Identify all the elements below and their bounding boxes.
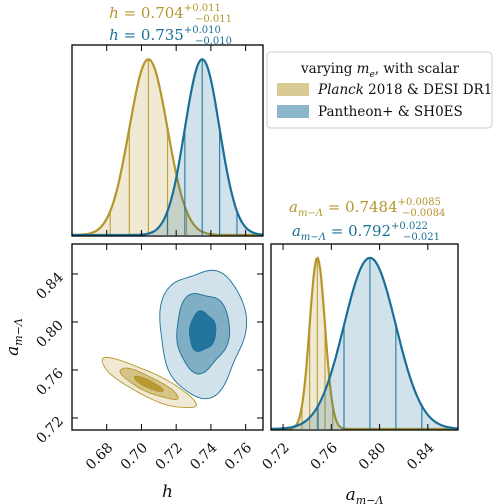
h-axis-tick-label: 0.74 bbox=[187, 440, 220, 473]
a-axis-label-sub: m−Λ bbox=[12, 318, 25, 346]
panel-2d-contours: 0.68 0.70 0.72 0.74 0.760.720.760.800.84ham−… bbox=[3, 243, 264, 502]
annotation-h-pantheon-var: h bbox=[109, 26, 119, 44]
annotation-a-planck-sub: m−Λ bbox=[298, 208, 323, 219]
legend-title-post: , with scalar bbox=[375, 61, 460, 77]
annotation-h-planck-value: = 0.704 bbox=[119, 4, 184, 22]
legend-title: varying me, with scalar bbox=[300, 61, 460, 80]
annotation-h-pantheon-minus: −0.010 bbox=[195, 36, 232, 47]
panel-a-marginal: 0.72 0.76 0.80 0.84 am−Λ bbox=[259, 243, 459, 504]
a-bottom-tick-label: 0.80 bbox=[356, 440, 389, 473]
a-axis-tick-label: 0.72 bbox=[33, 414, 66, 447]
legend-entry-pre: Planck bbox=[317, 82, 364, 98]
panel-h-frame bbox=[71, 44, 264, 237]
annotation-a-pantheon-minus: −0.021 bbox=[403, 232, 440, 243]
h-pantheon-curve bbox=[72, 58, 264, 237]
annotation-a-pantheon-plus: +0.022 bbox=[391, 221, 428, 232]
annotation-h-planck: h = 0.704+0.011 bbox=[109, 3, 221, 22]
h-planck-curve bbox=[72, 58, 263, 237]
annotation-h-pantheon-value: = 0.735 bbox=[119, 26, 184, 44]
a-axis-tick-label: 0.84 bbox=[33, 269, 66, 302]
h-axis-tick-label: 0.76 bbox=[222, 440, 255, 473]
a-bottom-tick-label: 0.72 bbox=[259, 440, 292, 473]
legend-title-sub: e bbox=[369, 70, 374, 80]
a-planck-curve bbox=[271, 256, 458, 431]
annotation-h-pantheon: h = 0.735+0.010 bbox=[109, 25, 221, 44]
h-axis-label: h bbox=[162, 482, 173, 502]
a-axis-tick-label: 0.76 bbox=[33, 365, 66, 398]
a-pantheon-fill bbox=[271, 257, 458, 429]
annotation-a-pantheon-var: a bbox=[292, 222, 301, 240]
legend: varying me, with scalar Planck 2018 & DES… bbox=[266, 51, 493, 129]
annotation-a-planck-minus: −0.0084 bbox=[402, 208, 445, 219]
pantheon-contour-3sigma bbox=[188, 310, 217, 352]
annotation-h-planck-var: h bbox=[109, 4, 119, 22]
a-axis-label: am−Λ bbox=[3, 318, 25, 356]
a-bottom-tick-label: 0.76 bbox=[308, 440, 341, 473]
panel-2d-frame bbox=[71, 243, 264, 431]
annotation-a-planck: am−Λ = 0.7484+0.0085 bbox=[289, 197, 441, 219]
panel-a-frame bbox=[270, 243, 459, 431]
annotation-a-pantheon-value: = 0.792 bbox=[326, 222, 391, 240]
legend-entry-label: Pantheon+ & SH0ES bbox=[318, 104, 463, 120]
legend-entry-post: 2018 & DESI DR1 bbox=[364, 82, 492, 98]
legend-swatch bbox=[277, 83, 309, 96]
annotation-a-planck-var: a bbox=[289, 198, 298, 216]
annotation-h-pantheon-plus: +0.010 bbox=[184, 25, 221, 36]
a-axis-tick-label: 0.80 bbox=[33, 318, 66, 351]
legend-entry-pre: Pantheon+ & SH0ES bbox=[318, 104, 463, 120]
panel-h-marginal bbox=[71, 44, 264, 237]
annotation-a-planck-value: = 0.7484 bbox=[323, 198, 398, 216]
annotation-h-planck-minus: −0.011 bbox=[195, 14, 232, 25]
h-axis-tick-label: 0.68 bbox=[83, 440, 116, 473]
legend-swatch bbox=[277, 105, 309, 118]
legend-entry-label: Planck 2018 & DESI DR1 bbox=[317, 82, 492, 98]
a-bottom-tick-label: 0.84 bbox=[404, 440, 437, 473]
h-axis-tick-label: 0.72 bbox=[152, 440, 185, 473]
a-bottom-axis-label: am−Λ bbox=[346, 485, 384, 504]
a-bottom-label-var: a bbox=[346, 485, 356, 504]
legend-title-var: m bbox=[357, 61, 370, 77]
planck-contour-3sigma bbox=[133, 375, 164, 393]
legend-title-pre: varying bbox=[300, 61, 357, 77]
annotation-a-pantheon: am−Λ = 0.792+0.022 bbox=[292, 221, 428, 243]
a-axis-label-var: a bbox=[3, 346, 23, 356]
legend-box bbox=[266, 51, 493, 129]
a-bottom-label-sub: m−Λ bbox=[356, 494, 384, 504]
annotation-h-planck-plus: +0.011 bbox=[184, 3, 221, 14]
annotation-a-pantheon-sub: m−Λ bbox=[301, 232, 326, 243]
annotation-a-planck-plus: +0.0085 bbox=[398, 197, 441, 208]
h-axis-tick-label: 0.70 bbox=[118, 440, 151, 473]
a-pantheon-curve bbox=[271, 256, 459, 430]
